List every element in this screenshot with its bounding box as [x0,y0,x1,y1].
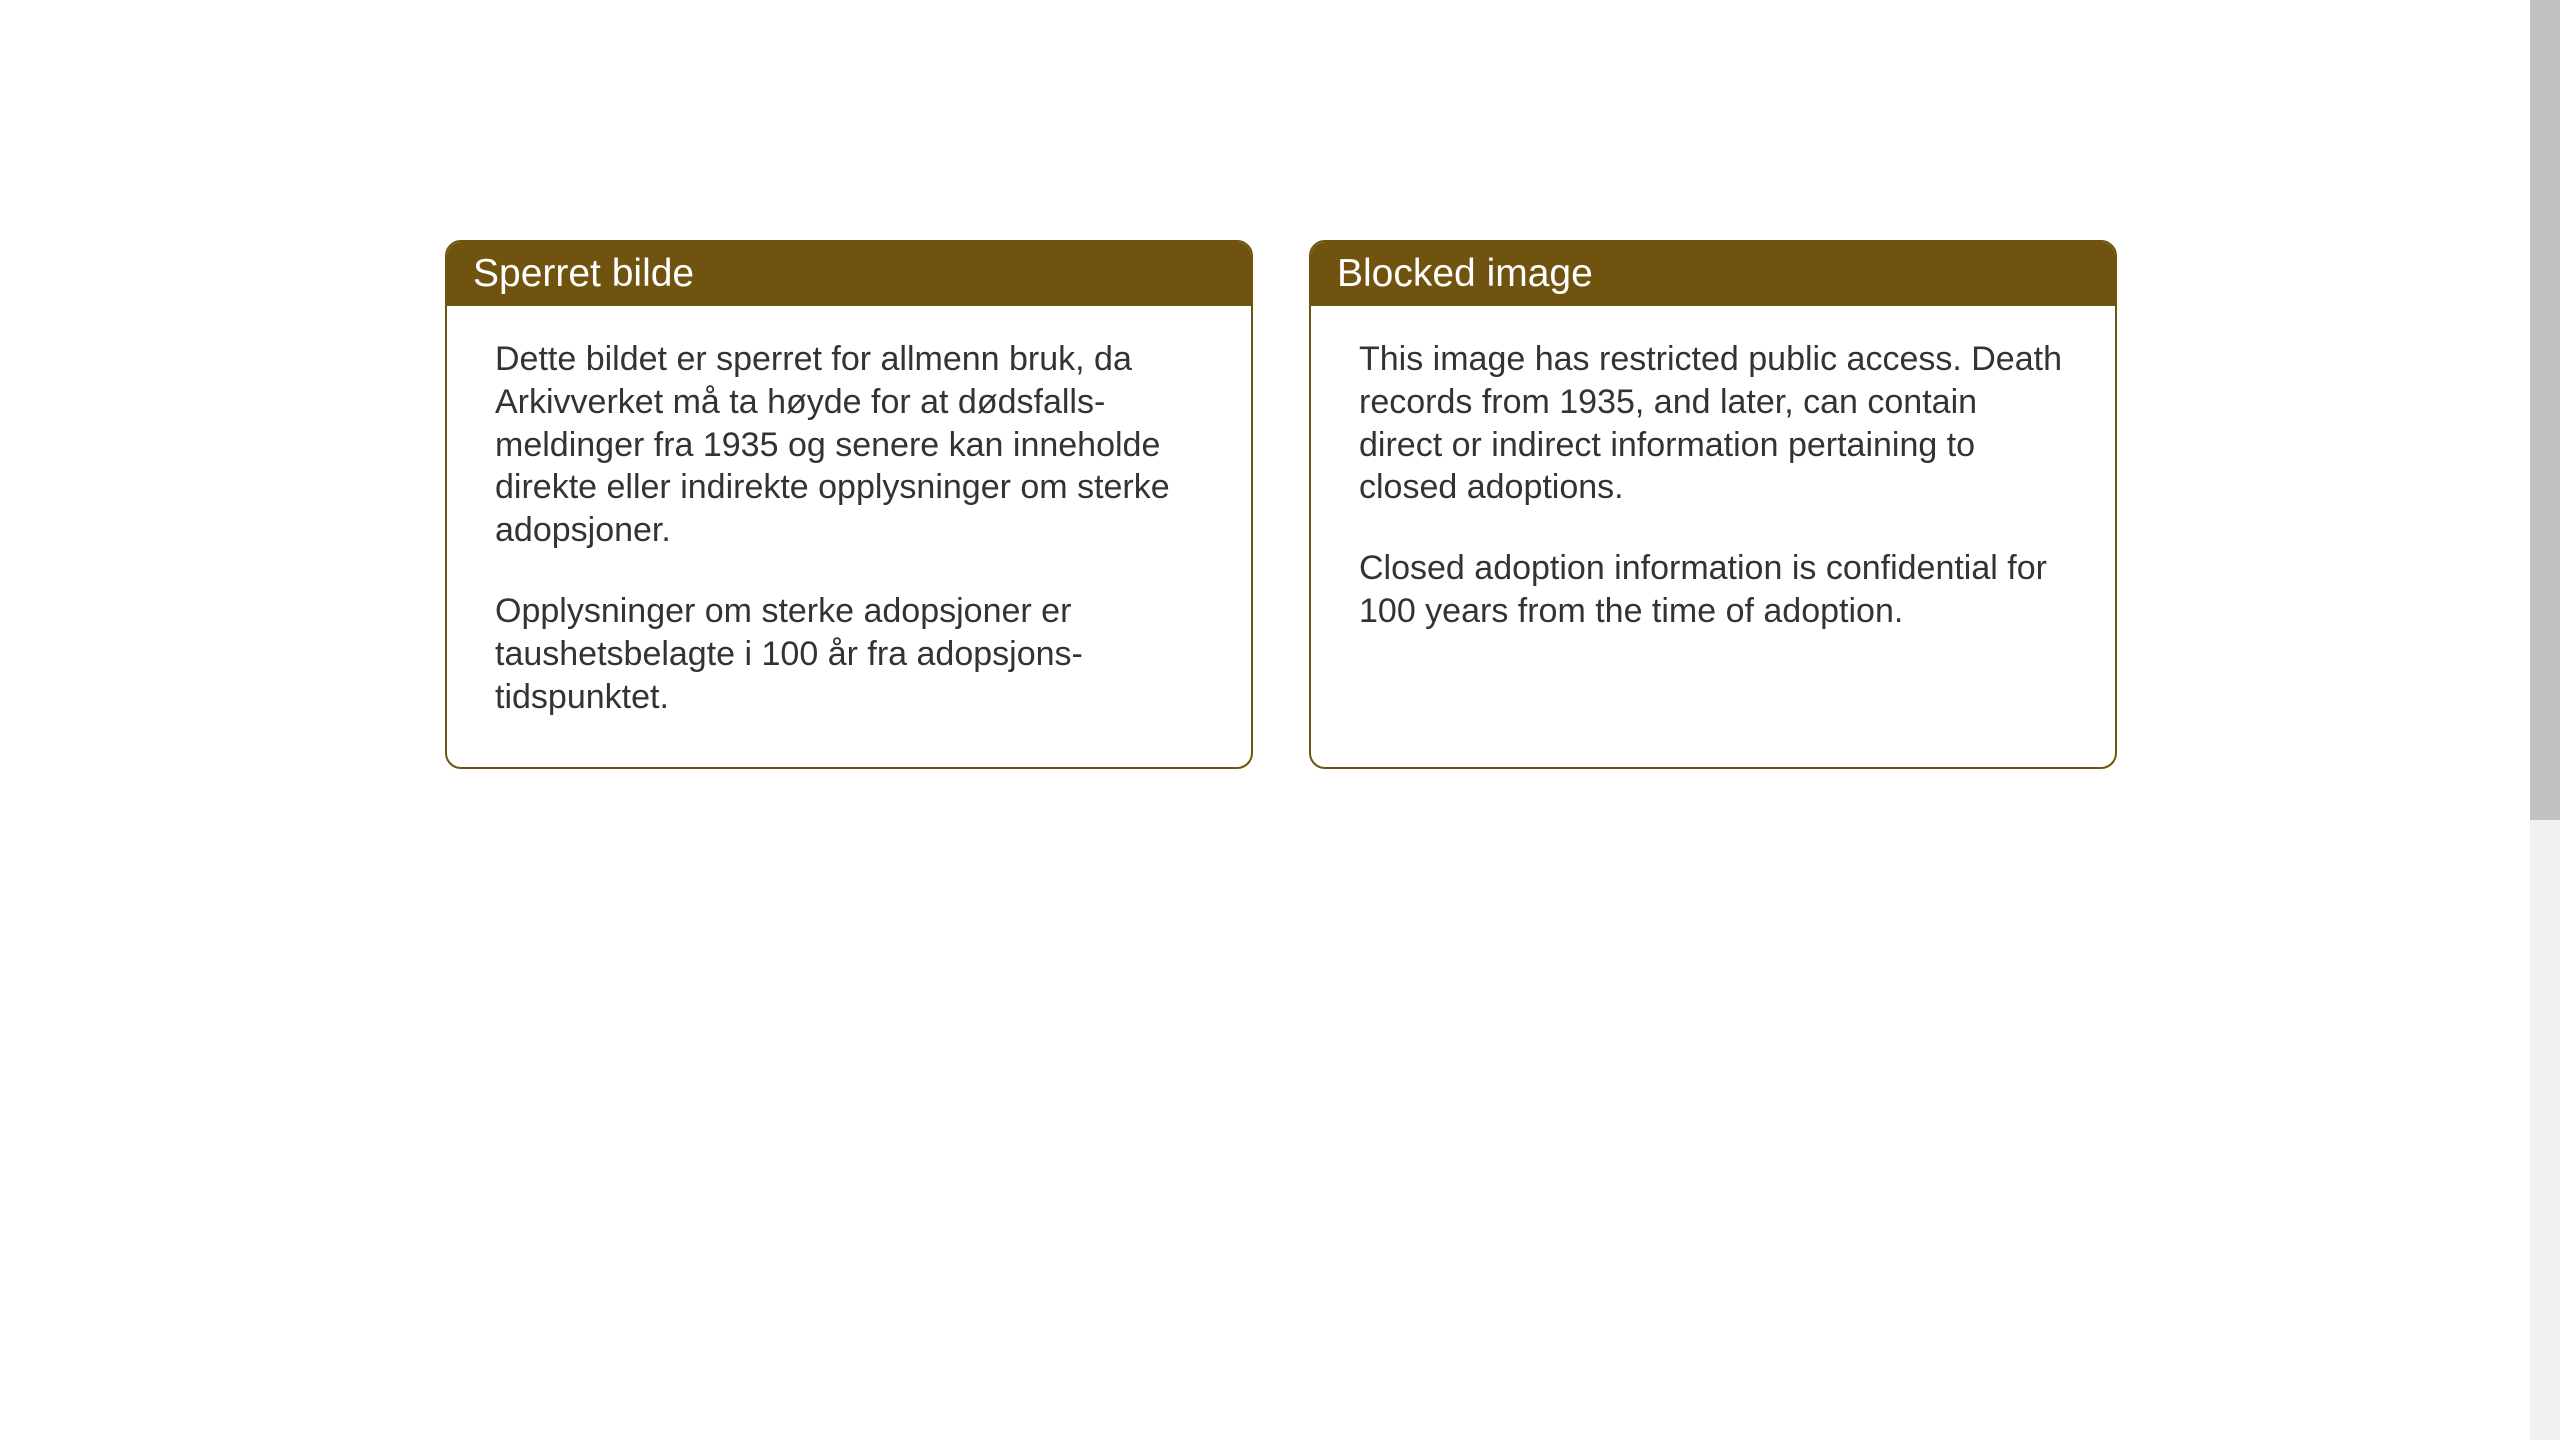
scrollbar-thumb[interactable] [2530,0,2560,820]
card-title-english: Blocked image [1337,252,1593,295]
card-title-norwegian: Sperret bilde [473,252,694,295]
card-header-english: Blocked image [1311,242,2115,306]
card-header-norwegian: Sperret bilde [447,242,1251,306]
notice-card-norwegian: Sperret bilde Dette bildet er sperret fo… [445,240,1253,769]
card-paragraph-1-english: This image has restricted public access.… [1359,338,2067,509]
notice-card-english: Blocked image This image has restricted … [1309,240,2117,769]
vertical-scrollbar[interactable] [2530,0,2560,1440]
card-body-english: This image has restricted public access.… [1311,306,2115,681]
card-paragraph-2-english: Closed adoption information is confident… [1359,547,2067,633]
notice-container: Sperret bilde Dette bildet er sperret fo… [445,240,2117,769]
card-paragraph-2-norwegian: Opplysninger om sterke adopsjoner er tau… [495,590,1203,718]
card-paragraph-1-norwegian: Dette bildet er sperret for allmenn bruk… [495,338,1203,552]
card-body-norwegian: Dette bildet er sperret for allmenn bruk… [447,306,1251,767]
